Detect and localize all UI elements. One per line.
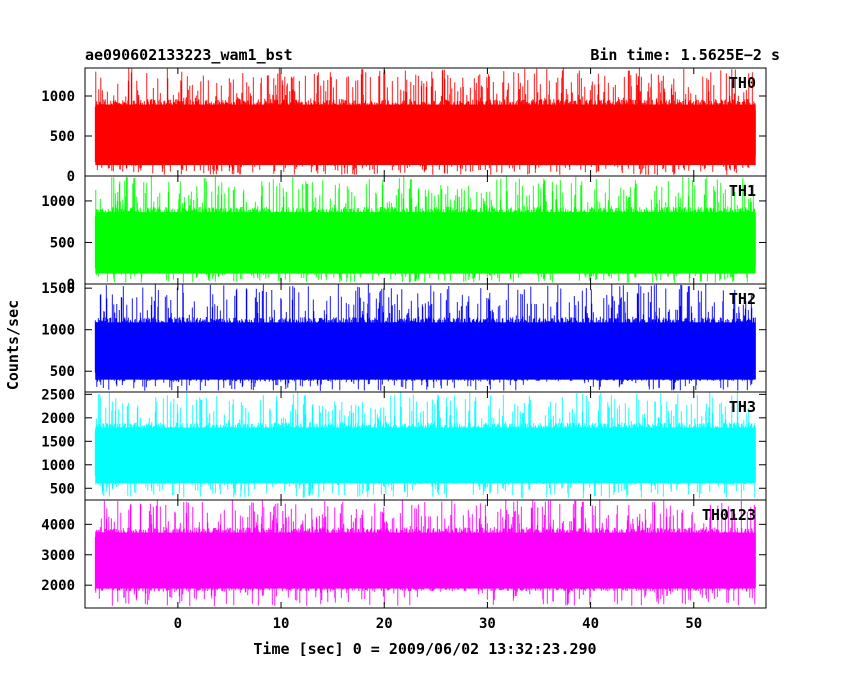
panel-th0: 0 500 1000 TH0 bbox=[41, 67, 767, 185]
y-tick-label-th3: 1500 bbox=[41, 434, 75, 450]
y-tick-label-th0123: 4000 bbox=[41, 517, 75, 533]
series-band-th2 bbox=[95, 322, 756, 380]
series-band-th0 bbox=[95, 104, 756, 166]
y-tick-label-th3: 500 bbox=[50, 481, 75, 497]
series-band-th0123 bbox=[95, 532, 756, 589]
bin-time-label: Bin time: 1.5625E−2 s bbox=[590, 46, 780, 64]
y-tick-label-th1: 1000 bbox=[41, 194, 75, 210]
y-tick-label-th1: 0 bbox=[67, 277, 75, 293]
y-tick-label-th3: 2500 bbox=[41, 387, 75, 403]
x-tick-label: 50 bbox=[685, 616, 702, 632]
y-tick-label-th3: 2000 bbox=[41, 411, 75, 427]
panel-label-th0123: TH0123 bbox=[702, 506, 756, 524]
y-axis-label: Counts/sec bbox=[4, 300, 22, 390]
x-tick-label: 30 bbox=[479, 616, 496, 632]
series-band-th1 bbox=[95, 212, 756, 274]
y-tick-label-th3: 1000 bbox=[41, 458, 75, 474]
y-tick-label-th0123: 2000 bbox=[41, 578, 75, 594]
y-tick-label-th2: 500 bbox=[50, 364, 75, 380]
y-tick-label-th0: 1000 bbox=[41, 89, 75, 105]
panel-label-th0: TH0 bbox=[729, 74, 756, 92]
x-tick-label: 0 bbox=[174, 616, 182, 632]
y-tick-label-th0: 500 bbox=[50, 129, 75, 145]
panel-label-th3: TH3 bbox=[729, 398, 756, 416]
y-tick-label-th1: 500 bbox=[50, 235, 75, 251]
panel-th3: 500 1000 1500 2000 2500 TH3 bbox=[41, 387, 767, 501]
y-tick-label-th2: 1500 bbox=[41, 281, 75, 297]
panel-label-th2: TH2 bbox=[729, 290, 756, 308]
panel-th0123: 2000 3000 4000 TH0123 bbox=[41, 499, 767, 609]
y-tick-label-th0123: 3000 bbox=[41, 548, 75, 564]
x-tick-label: 10 bbox=[273, 616, 290, 632]
panels: 05001000TH005001000TH150010001500TH25001… bbox=[41, 67, 767, 632]
x-tick-label: 40 bbox=[582, 616, 599, 632]
y-tick-label-th0: 0 bbox=[67, 169, 75, 185]
panel-frame-th0123 bbox=[84, 499, 767, 609]
panel-label-th1: TH1 bbox=[729, 182, 756, 200]
x-axis-label: Time [sec] 0 = 2009/06/02 13:32:23.290 bbox=[253, 640, 596, 658]
y-tick-label-th2: 1000 bbox=[41, 323, 75, 339]
chart-title: ae090602133223_wam1_bst bbox=[85, 46, 293, 64]
series-band-th3 bbox=[95, 427, 756, 484]
panel-th1: 0 500 1000 TH1 bbox=[41, 175, 767, 293]
panel-th2: 500 1000 1500 TH2 bbox=[41, 281, 767, 393]
x-tick-label: 20 bbox=[376, 616, 393, 632]
